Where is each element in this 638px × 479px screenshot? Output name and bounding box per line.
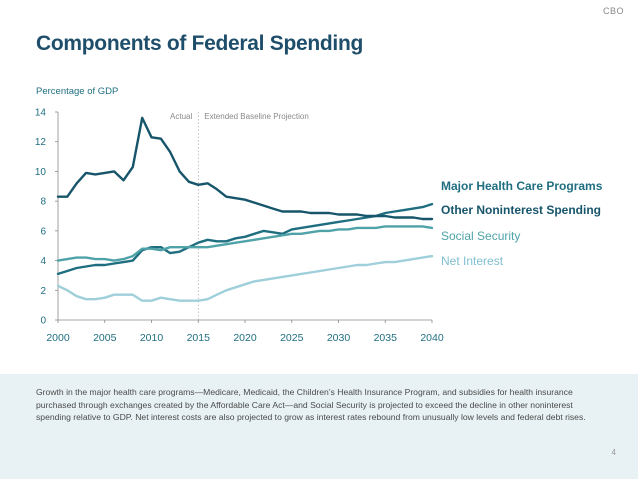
line-chart: Percentage of GDP 0 2 4 6 8 10 12 14 2000 2005 201… [35, 86, 603, 345]
page-number: 4 [611, 448, 616, 457]
y-tick-label: 4 [40, 256, 46, 267]
x-tick-label: 2035 [374, 332, 398, 344]
footer-description: Growth in the major health care programs… [36, 387, 586, 423]
projection-label: Extended Baseline Projection [204, 112, 309, 121]
y-axis-label: Percentage of GDP [36, 86, 118, 97]
x-tick-label: 2000 [46, 332, 70, 344]
y-tick-label: 2 [40, 286, 46, 297]
series-lines [56, 116, 434, 302]
legend-item-social-security: Social Security [441, 229, 520, 243]
footer-panel: Growth in the major health care programs… [0, 374, 638, 479]
x-tick-label: 2010 [140, 332, 164, 344]
x-tick-label: 2030 [327, 332, 351, 344]
legend-item-major-health-care-programs: Major Health Care Programs [441, 179, 603, 193]
actual-label: Actual [170, 112, 192, 121]
series-line-net-interest [56, 254, 434, 302]
x-tick-label: 2005 [93, 332, 117, 344]
series-line-social-security [56, 225, 434, 262]
legend: Major Health Care Programs Other Noninter… [441, 179, 603, 268]
legend-item-net-interest: Net Interest [441, 254, 504, 268]
chart-title: Components of Federal Spending [36, 32, 364, 55]
x-tick-label: 2040 [420, 332, 444, 344]
x-tick-label: 2020 [233, 332, 257, 344]
y-tick-label: 8 [40, 197, 46, 208]
x-tick-label: 2015 [187, 332, 211, 344]
series-line-other-noninterest-spending [56, 116, 434, 221]
y-tick-label: 10 [35, 167, 47, 178]
y-tick-label: 14 [35, 108, 47, 119]
legend-item-other-noninterest-spending: Other Noninterest Spending [441, 203, 601, 217]
y-tick-label: 6 [40, 226, 46, 237]
axes: 0 2 4 6 8 10 12 14 2000 2005 2010 2015 2020 2025 2030 2… [35, 108, 444, 345]
x-tick-label: 2025 [280, 332, 304, 344]
y-tick-label: 0 [40, 316, 46, 327]
y-tick-label: 12 [35, 137, 47, 148]
brand-logo: CBO [602, 6, 624, 16]
